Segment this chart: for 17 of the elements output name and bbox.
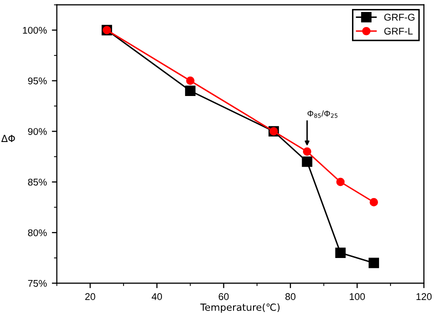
y-tick-label: 75% xyxy=(28,280,47,287)
x-tick-label: 20 xyxy=(85,293,96,300)
x-tick-label: 100 xyxy=(350,293,365,300)
legend-label: GRF-L xyxy=(384,28,413,35)
x-axis-title: Temperature(℃) xyxy=(200,303,280,313)
y-tick-label: 95% xyxy=(28,77,47,84)
legend-label: GRF-G xyxy=(384,14,414,21)
y-tick-label: 85% xyxy=(28,178,47,186)
y-axis-title: ΔΦ xyxy=(1,134,15,142)
x-tick-label: 40 xyxy=(152,293,162,300)
x-tick-label: 60 xyxy=(218,293,229,300)
x-tick-label: 80 xyxy=(285,293,296,300)
annotation: Φ$_{85}$/Φ$_{25}$ xyxy=(308,110,338,118)
y-tick-label: 80% xyxy=(28,229,47,236)
y-tick-label: 100% xyxy=(22,26,47,34)
y-tick-label: 90% xyxy=(28,128,47,135)
x-tick-label: 120 xyxy=(416,293,432,300)
